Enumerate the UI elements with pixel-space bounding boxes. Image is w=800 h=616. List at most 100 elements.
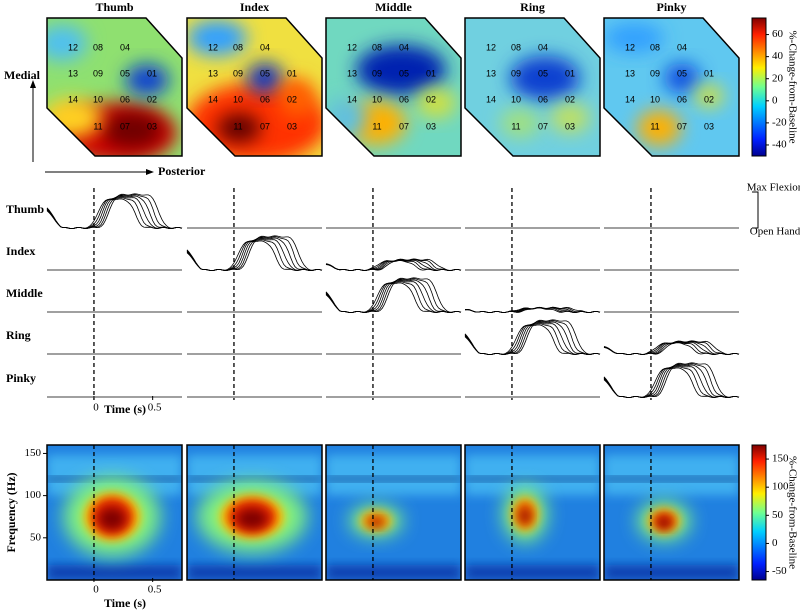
electrode-label: 13 — [625, 68, 635, 78]
trace — [325, 280, 462, 314]
electrode-label: 04 — [677, 42, 687, 52]
spec-frame — [186, 444, 323, 581]
trace — [603, 340, 740, 356]
trace — [603, 367, 740, 399]
activation-map — [187, 18, 322, 156]
electrode-label: 12 — [625, 42, 635, 52]
map-blob — [416, 88, 456, 118]
map-blob — [47, 25, 87, 61]
row-label: Ring — [6, 328, 31, 342]
spec-low — [465, 565, 600, 580]
posterior-label: Posterior — [158, 164, 206, 178]
electrode-label: 07 — [538, 121, 548, 131]
electrode-label: 08 — [511, 42, 521, 52]
spectrogram — [326, 445, 461, 580]
spec-line — [326, 477, 461, 481]
electrode-label: 14 — [625, 94, 635, 104]
trace — [325, 281, 462, 314]
trace — [186, 235, 323, 272]
electrode-label: 01 — [147, 68, 157, 78]
electrode-label: 10 — [650, 94, 660, 104]
electrode-label: 11 — [233, 121, 242, 131]
finger-title: Ring — [520, 0, 545, 14]
electrode-label: 07 — [677, 121, 687, 131]
electrode-label: 11 — [511, 121, 520, 131]
spec-band — [604, 455, 739, 495]
electrode-label: 01 — [426, 68, 436, 78]
electrode-label: 09 — [511, 68, 521, 78]
finger-title: Middle — [375, 0, 412, 14]
electrode-label: 11 — [650, 121, 659, 131]
electrode-label: 02 — [704, 94, 714, 104]
electrode-label: 14 — [347, 94, 357, 104]
electrode-label: 08 — [650, 42, 660, 52]
electrode-label: 06 — [677, 94, 687, 104]
spec-low — [187, 565, 322, 580]
electrode-label: 04 — [538, 42, 548, 52]
x-tick-label: 0.5 — [148, 402, 162, 414]
activation-map — [465, 18, 600, 156]
map-blob — [510, 56, 580, 100]
map-blob — [187, 20, 247, 56]
row-label: Thumb — [6, 202, 44, 216]
trace — [186, 239, 323, 272]
spectrogram — [604, 445, 739, 580]
map-outline — [464, 17, 601, 157]
electrode-label: 07 — [399, 121, 409, 131]
electrode-label: 13 — [486, 68, 496, 78]
map-blob — [102, 112, 162, 148]
trace — [603, 340, 740, 356]
colorbar-tick-label: 60 — [772, 28, 784, 40]
colorbar-tick-label: 50 — [772, 509, 784, 521]
electrode-label: 02 — [287, 94, 297, 104]
spectrogram — [47, 445, 182, 580]
x-tick-label: 0.5 — [148, 584, 162, 596]
map-blob — [125, 64, 169, 96]
spec-frame — [46, 444, 183, 581]
electrode-label: 10 — [233, 94, 243, 104]
row-label: Middle — [6, 286, 43, 300]
electrode-label: 02 — [426, 94, 436, 104]
electrode-label: 14 — [208, 94, 218, 104]
electrode-label: 07 — [120, 121, 130, 131]
electrode-label: 09 — [372, 68, 382, 78]
map-blob — [664, 63, 700, 93]
activation-map — [326, 18, 461, 156]
activation-map — [47, 18, 182, 156]
electrode-label: 03 — [287, 121, 297, 131]
colorbar — [751, 444, 767, 581]
trace — [186, 237, 323, 272]
trace — [325, 279, 462, 314]
electrode-label: 08 — [233, 42, 243, 52]
spec-core — [237, 508, 267, 529]
electrode-label: 02 — [565, 94, 575, 104]
colorbar-tick-label: 40 — [772, 50, 784, 62]
electrode-label: 09 — [93, 68, 103, 78]
trace — [186, 238, 323, 272]
trace — [46, 196, 183, 230]
electrode-label: 06 — [120, 94, 130, 104]
electrode-label: 06 — [260, 94, 270, 104]
electrode-label: 12 — [486, 42, 496, 52]
electrode-label: 05 — [399, 68, 409, 78]
y-tick-label: 50 — [30, 531, 42, 543]
spec-frame — [325, 444, 462, 581]
map-blob — [694, 84, 724, 108]
finger-title: Thumb — [95, 0, 133, 14]
trace — [464, 323, 601, 356]
colorbar-tick-label: -40 — [772, 138, 787, 150]
spectrogram — [465, 445, 600, 580]
x-tick-label: 0 — [93, 402, 99, 414]
electrode-label: 08 — [372, 42, 382, 52]
electrode-label: 04 — [399, 42, 409, 52]
spec-core — [519, 508, 531, 524]
electrode-label: 03 — [426, 121, 436, 131]
row-label: Pinky — [6, 371, 36, 385]
spec-line — [604, 477, 739, 481]
open-label: Open Hand — [750, 226, 800, 238]
colorbar — [751, 17, 767, 157]
medial-arrowhead — [30, 80, 36, 88]
spec-core — [98, 507, 126, 530]
electrode-label: 05 — [260, 68, 270, 78]
